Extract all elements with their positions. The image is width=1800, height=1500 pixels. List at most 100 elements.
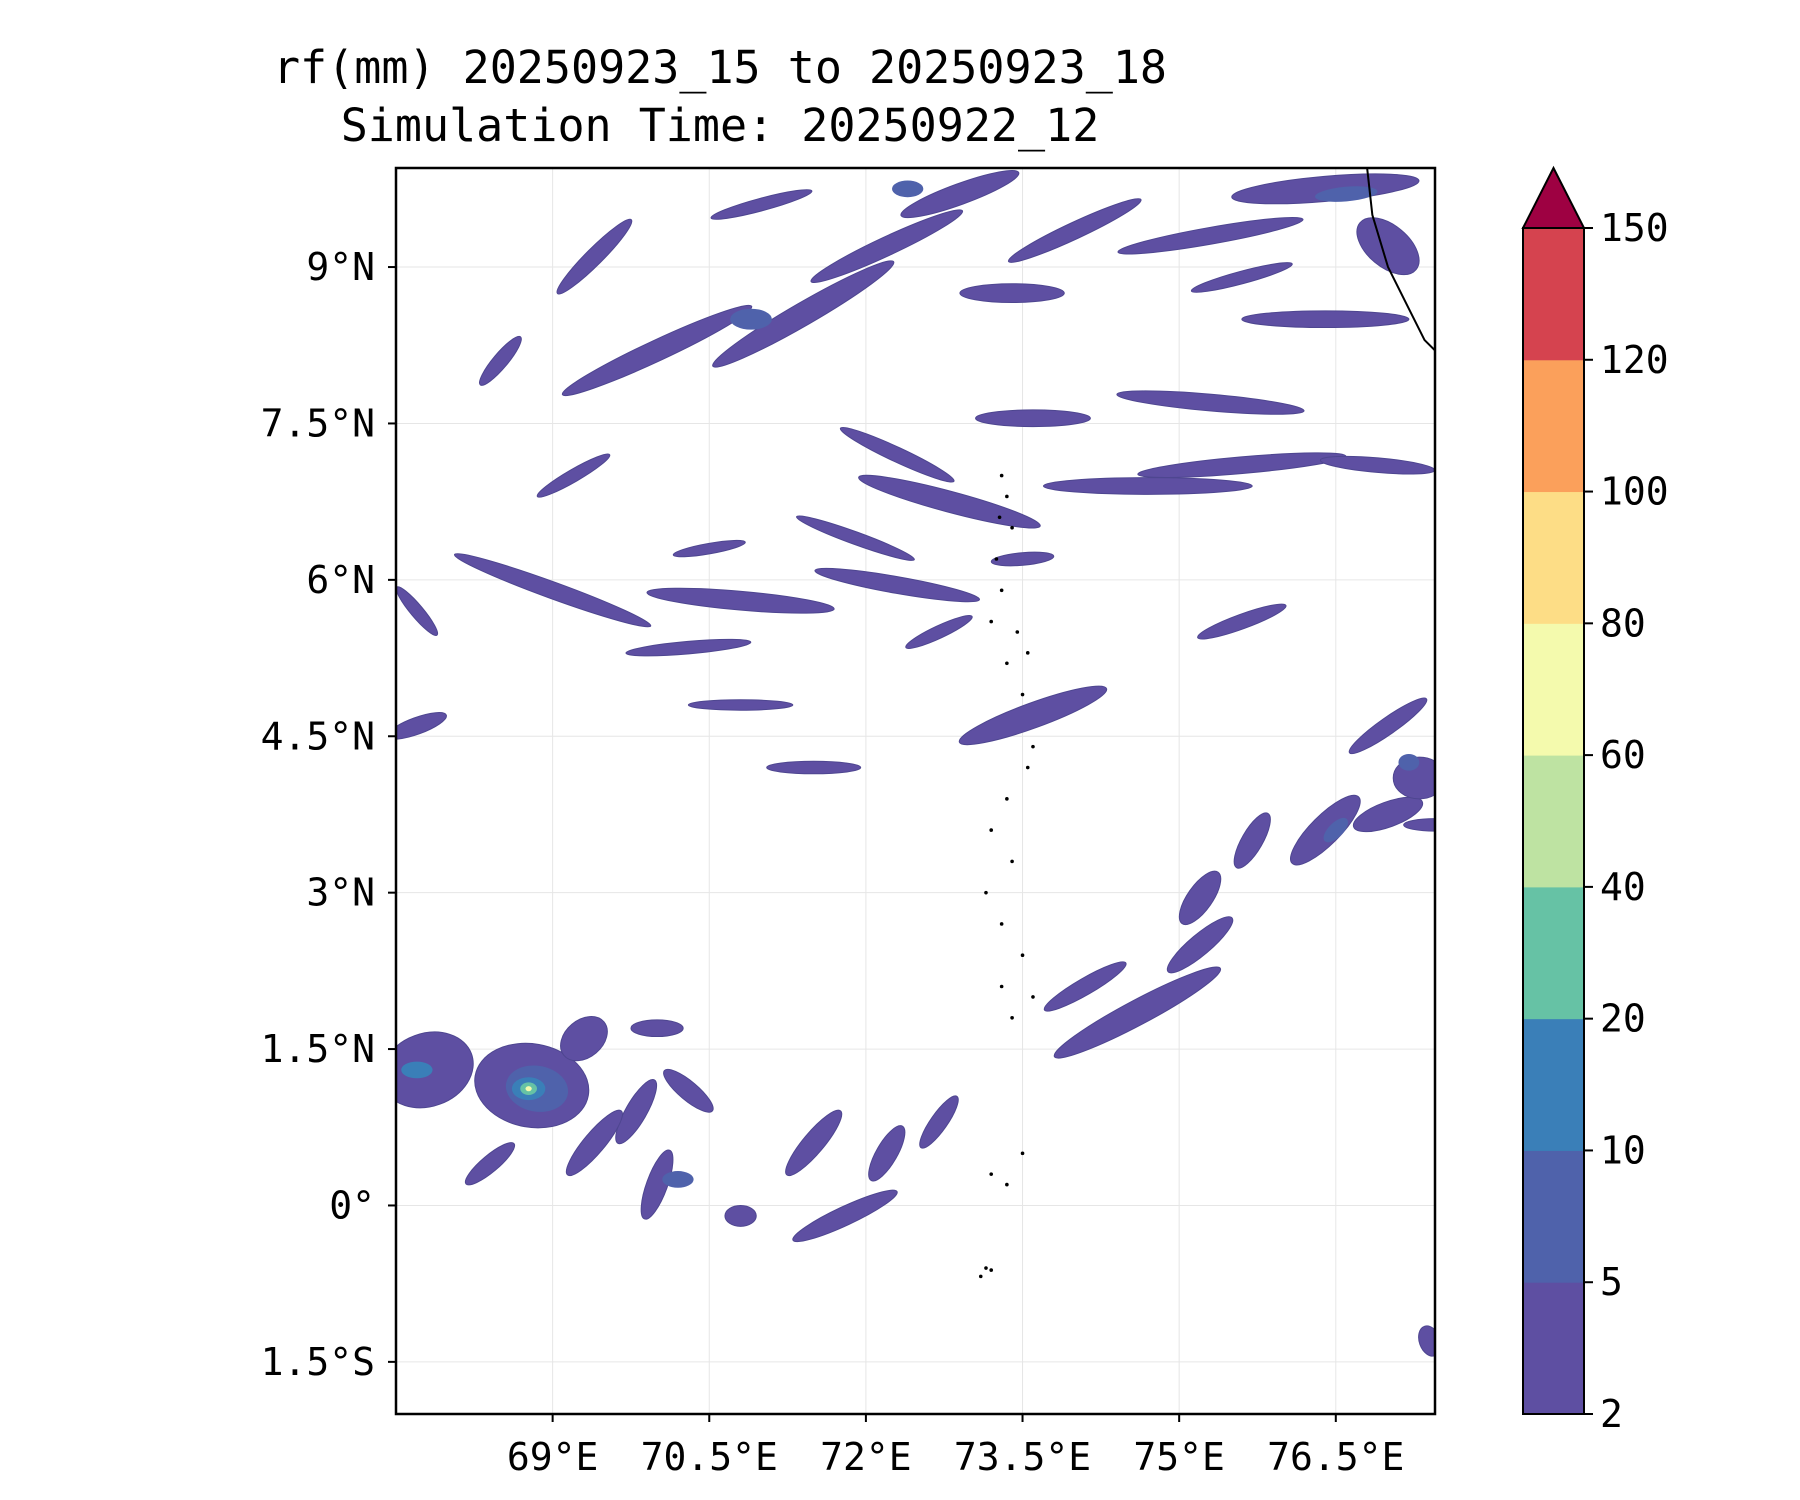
maldives-islands [978, 473, 1035, 1279]
rain-cell [814, 567, 981, 603]
colorbar-label: 120 [1600, 338, 1669, 382]
colorbar-label: 150 [1600, 206, 1669, 250]
rain-cell [919, 1095, 959, 1149]
island-dot [994, 557, 999, 561]
rain-cell [663, 1068, 714, 1113]
island-dot [1015, 630, 1020, 634]
x-tick-label: 75°E [1133, 1435, 1225, 1479]
island-dot [1005, 661, 1009, 666]
rain-cell [525, 1086, 532, 1092]
y-axis-ticks: 9°N 7.5°N 6°N 4.5°N 3°N 1.5°N 0° 1.5°S [261, 245, 396, 1384]
island-dot [1010, 859, 1014, 864]
rain-cell [724, 1204, 757, 1227]
colorbar-label: 5 [1600, 1260, 1623, 1304]
colorbar-segment [1523, 1018, 1584, 1151]
island-dot [989, 619, 994, 624]
island-dot [978, 1274, 983, 1279]
map-frame [394, 166, 1437, 1416]
rain-cell [796, 515, 915, 561]
island-dot [999, 922, 1004, 926]
colorbar-label: 60 [1600, 733, 1646, 777]
rain-cell [1007, 198, 1142, 263]
rain-cell [401, 1061, 433, 1079]
rain-cell [810, 209, 964, 284]
rain-cell [453, 553, 652, 628]
rain-cell [625, 638, 752, 657]
island-dot [997, 515, 1002, 520]
rain-cell [766, 760, 862, 775]
colorbar-segment [1523, 359, 1584, 493]
rain-cell [858, 474, 1041, 529]
rain-cell [1352, 796, 1424, 833]
rain-cell [1323, 817, 1349, 843]
x-tick-label: 72°E [820, 1435, 912, 1479]
island-dot [1031, 995, 1035, 999]
rain-cell [990, 551, 1055, 567]
map-title-line2: Simulation Time: 20250922_12 [340, 99, 1100, 152]
map-background [396, 168, 1435, 1414]
rain-cell [561, 304, 753, 397]
island-dot [1031, 744, 1035, 749]
island-dot [989, 1172, 994, 1176]
x-tick-label: 76.5°E [1267, 1435, 1404, 1479]
rain-cell [1042, 477, 1253, 495]
x-tick-label: 73.5°E [954, 1435, 1091, 1479]
y-tick-label: 1.5°S [261, 1340, 375, 1384]
colorbar-frame [1522, 227, 1585, 1415]
island-dot [1025, 765, 1030, 770]
rain-cell [646, 587, 835, 614]
rain-cell [1418, 1325, 1435, 1357]
y-tick-label: 6°N [306, 558, 375, 602]
island-dot [1025, 651, 1030, 655]
rain-cell [479, 335, 522, 386]
x-tick-label: 69°E [507, 1435, 599, 1479]
y-tick-label: 4.5°N [261, 714, 375, 758]
rain-cell [1116, 390, 1305, 415]
island-dot [1010, 525, 1014, 530]
island-dot [984, 890, 988, 895]
rain-cell [1197, 603, 1287, 640]
island-dot [1005, 1182, 1009, 1187]
island-dot [1020, 1151, 1025, 1156]
rain-cell [1117, 217, 1304, 255]
island-dot [1020, 953, 1025, 958]
rain-cell [975, 409, 1091, 428]
colorbar-segment [1523, 228, 1584, 361]
island-dot [1005, 797, 1009, 801]
y-tick-label: 0° [329, 1183, 375, 1227]
rain-cell [905, 615, 973, 649]
rain-cell [630, 1019, 684, 1038]
island-dot [984, 1266, 988, 1270]
colorbar-segment [1523, 886, 1584, 1020]
rain-cell [712, 260, 895, 368]
island-dot [999, 984, 1004, 989]
rain-cell [839, 426, 955, 483]
rain-cell [730, 308, 772, 330]
rain-cell [615, 1079, 658, 1145]
rain-cell [672, 539, 746, 558]
rain-cell [710, 189, 813, 220]
rain-cell [662, 1171, 694, 1188]
island-dot [1005, 494, 1009, 499]
rainfall-field [396, 170, 1435, 1357]
colorbar-segment [1523, 491, 1584, 624]
rain-cell [1190, 262, 1293, 293]
rain-cell [792, 1189, 898, 1243]
map-title-line1: rf(mm) 20250923_15 to 20250923_18 [272, 41, 1168, 94]
island-dot [1010, 1015, 1014, 1020]
rain-cell [536, 453, 611, 498]
colorbar: 2 5 10 20 40 60 80 100 120 150 [1521, 165, 1669, 1436]
y-tick-label: 3°N [306, 871, 375, 915]
colorbar-label: 100 [1600, 470, 1669, 514]
island-dot [989, 828, 994, 832]
rain-cell [868, 1125, 906, 1182]
rain-cell [560, 1016, 608, 1062]
rain-cell [1166, 916, 1234, 974]
rain-cell [687, 699, 794, 711]
rain-cell [464, 1142, 516, 1186]
colorbar-segment [1523, 755, 1584, 888]
y-tick-label: 9°N [306, 245, 375, 289]
coastline-india [1366, 168, 1435, 352]
colorbar-segment [1523, 1150, 1584, 1283]
